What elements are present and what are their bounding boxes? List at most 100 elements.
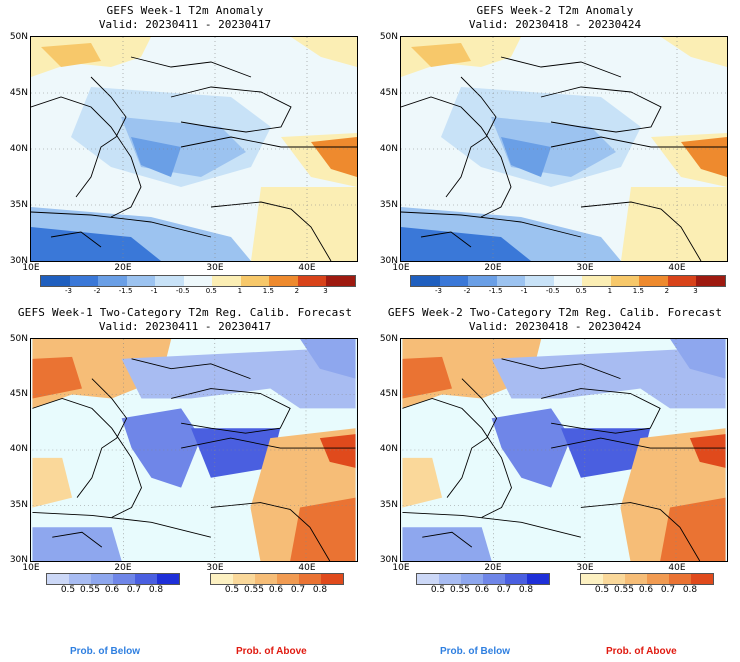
lon-label: 20E xyxy=(484,263,502,273)
above-probability-area xyxy=(32,356,83,399)
colorbar-tick-label: 1.5 xyxy=(632,287,644,295)
below-probability-area xyxy=(491,408,571,488)
colorbar-tick-label: 1 xyxy=(237,287,243,295)
colorbar-swatch xyxy=(211,574,233,584)
lat-label: 40N xyxy=(379,444,398,454)
colorbar-swatch xyxy=(41,276,70,286)
panel-week2-probability: GEFS Week-2 Two-Category T2m Reg. Calib.… xyxy=(370,302,740,662)
colorbar-tick-label: -3 xyxy=(65,287,73,295)
colorbar-swatch xyxy=(47,574,69,584)
prob-below-label: Prob. of Below xyxy=(440,646,510,657)
colorbar-tick-label: 2 xyxy=(664,287,670,295)
colorbar-swatch xyxy=(157,574,179,584)
panel-week1-probability: GEFS Week-1 Two-Category T2m Reg. Calib.… xyxy=(0,302,370,662)
panel-title: GEFS Week-2 T2m Anomaly xyxy=(476,4,634,17)
above-colorbar-ticks: 0.5 0.55 0.6 0.7 0.8 xyxy=(210,585,342,597)
colorbar-tick-label: 0.7 xyxy=(126,585,142,595)
below-colorbar xyxy=(46,573,180,585)
colorbar-tick-label: 1 xyxy=(607,287,613,295)
coastline xyxy=(401,96,512,218)
colorbar-swatch xyxy=(439,276,469,286)
anomaly-colorbar-ticks: -3 -2 -1.5 -1 -0.5 0.5 1 1.5 2 3 xyxy=(410,287,724,297)
cold-anomaly-area xyxy=(401,227,531,261)
warm-anomaly-area xyxy=(291,37,357,67)
lon-label: 30E xyxy=(576,563,594,573)
colorbar-swatch xyxy=(155,276,184,286)
colorbar-tick-label: 0.5 xyxy=(60,585,76,595)
colorbar-swatch xyxy=(277,574,299,584)
coastline xyxy=(580,201,702,261)
colorbar-swatch xyxy=(321,574,343,584)
colorbar-swatch xyxy=(553,276,583,286)
lon-label: 10E xyxy=(22,263,40,273)
below-probability-area xyxy=(670,339,726,379)
colorbar-swatch xyxy=(411,276,440,286)
above-probability-area xyxy=(689,434,726,468)
colorbar-swatch xyxy=(69,276,99,286)
coastline xyxy=(50,231,102,248)
colorbar-swatch xyxy=(269,276,298,286)
colorbar-swatch xyxy=(417,574,439,584)
anomaly-colorbar xyxy=(410,275,726,287)
above-probability-area xyxy=(319,434,356,468)
colorbar-swatch xyxy=(483,574,505,584)
colorbar-swatch xyxy=(603,574,625,584)
colorbar-swatch xyxy=(610,276,640,286)
coastline xyxy=(422,531,473,548)
lon-label: 10E xyxy=(392,263,410,273)
colorbar-tick-label: 0.8 xyxy=(518,585,534,595)
colorbar-tick-label: 0.6 xyxy=(104,585,120,595)
colorbar-swatch xyxy=(126,276,156,286)
colorbar-swatch xyxy=(496,276,526,286)
colorbar-swatch xyxy=(212,276,241,286)
warm-anomaly-area xyxy=(411,43,471,67)
colorbar-tick-label: 0.5 xyxy=(575,287,587,295)
colorbar-tick-label: 0.55 xyxy=(243,585,265,595)
colorbar-swatch xyxy=(183,276,213,286)
colorbar-swatch xyxy=(233,574,255,584)
below-colorbar xyxy=(416,573,550,585)
lon-label: 20E xyxy=(114,563,132,573)
map-canvas xyxy=(32,339,356,561)
lat-label: 40N xyxy=(9,444,28,454)
colorbar-swatch xyxy=(505,574,527,584)
colorbar-swatch xyxy=(240,276,270,286)
anomaly-colorbar xyxy=(40,275,356,287)
colorbar-swatch xyxy=(696,276,726,286)
above-colorbar xyxy=(580,573,714,585)
colorbar-tick-label: 0.6 xyxy=(268,585,284,595)
panel-valid-date: Valid: 20230418 - 20230424 xyxy=(468,18,642,31)
coastline xyxy=(500,56,622,78)
colorbar-tick-label: 0.5 xyxy=(224,585,240,595)
colorbar-swatch xyxy=(669,574,691,584)
above-probability-area xyxy=(402,457,443,508)
colorbar-tick-label: -2 xyxy=(463,287,471,295)
panel-title: GEFS Week-1 Two-Category T2m Reg. Calib.… xyxy=(17,306,353,319)
lon-label: 40E xyxy=(298,263,316,273)
lat-label: 35N xyxy=(379,500,398,510)
lon-label: 30E xyxy=(206,263,224,273)
lat-label: 40N xyxy=(379,144,398,154)
prob-above-label: Prob. of Above xyxy=(606,646,677,657)
panel-week1-anomaly: GEFS Week-1 T2m Anomaly Valid: 20230411 … xyxy=(0,0,370,300)
coastline xyxy=(210,502,331,561)
coastline xyxy=(171,388,291,434)
panel-valid-date: Valid: 20230418 - 20230424 xyxy=(468,320,642,333)
panel-valid-date: Valid: 20230411 - 20230417 xyxy=(98,18,272,31)
colorbar-tick-label: 3 xyxy=(323,287,328,295)
lon-label: 10E xyxy=(392,563,410,573)
coastline xyxy=(401,211,582,238)
colorbar-tick-label: 0.55 xyxy=(79,585,101,595)
coastline xyxy=(402,511,581,538)
lat-label: 30N xyxy=(9,256,28,266)
coastline xyxy=(180,136,357,148)
colorbar-tick-label: 0.6 xyxy=(474,585,490,595)
coastline xyxy=(75,76,127,198)
lon-label: 30E xyxy=(576,263,594,273)
colorbar-swatch xyxy=(582,276,611,286)
coastline xyxy=(31,96,142,218)
coastline xyxy=(32,397,142,518)
coastline xyxy=(550,136,727,148)
coastline xyxy=(501,358,621,380)
above-probability-area xyxy=(290,497,356,561)
